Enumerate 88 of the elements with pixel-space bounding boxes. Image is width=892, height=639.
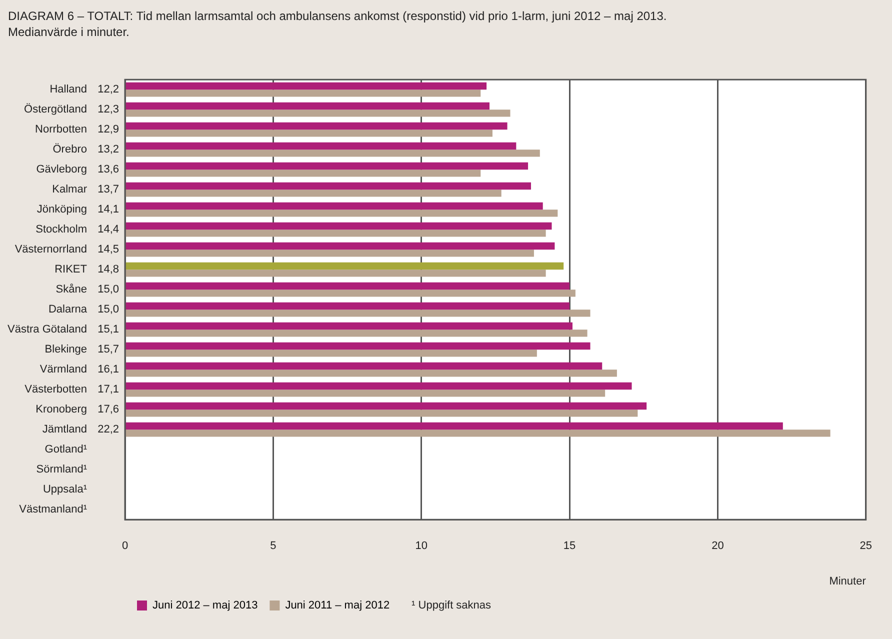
y-tick-label: Gotland¹ [44, 444, 88, 456]
y-tick-label: Uppsala¹ [42, 484, 88, 496]
bar [126, 142, 516, 150]
y-tick-label: Dalarna [48, 304, 88, 316]
bar [126, 110, 510, 117]
y-tick-label: Halland [50, 84, 87, 96]
data-label: 12,2 [98, 84, 119, 96]
chart-title: DIAGRAM 6 – TOTALT: Tid mellan larmsamtal och ambulansens ankomst (responstid) vid prio 1-larm, juni 2012 – maj 2013. [8, 8, 668, 24]
data-label: 12,9 [98, 124, 119, 136]
x-tick-label: 15 [563, 540, 576, 552]
data-label: 12,3 [98, 104, 119, 116]
y-tick-label: Jönköping [36, 204, 87, 216]
y-tick-label: Norrbotten [35, 124, 87, 136]
x-axis-title: Minuter [829, 575, 866, 588]
bar [126, 182, 532, 190]
bar [126, 242, 555, 250]
bar [126, 362, 602, 370]
bar [126, 322, 572, 330]
data-label: 13,6 [98, 164, 119, 176]
bar [126, 82, 487, 90]
bar [126, 122, 508, 130]
data-label: 14,4 [98, 224, 119, 236]
bar [126, 382, 632, 390]
y-tick-label: Skåne [56, 284, 87, 296]
y-tick-label: Gävleborg [36, 164, 87, 176]
y-tick-label: Västernorrland [14, 244, 87, 256]
y-tick-label: Västmanland¹ [19, 504, 88, 516]
x-tick-label: 20 [712, 540, 724, 552]
y-tick-label: Kalmar [52, 184, 88, 196]
bar [126, 170, 481, 177]
y-tick-label: RIKET [54, 264, 88, 276]
bar [126, 342, 590, 350]
y-tick-label: Kronoberg [36, 404, 87, 416]
data-label: 15,0 [98, 284, 119, 296]
y-tick-label: Västra Götaland [8, 324, 87, 336]
x-tick-label: 0 [122, 540, 128, 552]
legend-label: Juni 2012 – maj 2013 [152, 600, 258, 612]
y-tick-label: Jämtland [42, 424, 87, 436]
y-tick-label: Östergötland [24, 102, 87, 116]
data-label: 13,2 [98, 144, 119, 156]
bar [126, 222, 552, 230]
bar [126, 202, 543, 210]
x-tick-label: 10 [415, 540, 428, 552]
bar [126, 250, 534, 257]
bar [126, 330, 588, 337]
data-label: 14,1 [98, 204, 119, 216]
bar [126, 90, 481, 97]
bar [126, 370, 617, 377]
y-tick-label: Sörmland¹ [36, 464, 88, 476]
data-label: 14,5 [98, 244, 119, 256]
bar [126, 410, 638, 417]
text: ¹ Uppgift saknas [412, 600, 492, 612]
y-tick-label: Örebro [52, 142, 87, 156]
data-label: 22,2 [98, 424, 119, 436]
data-label: 14,8 [98, 264, 119, 276]
legend-label: Juni 2011 – maj 2012 [285, 600, 390, 612]
data-label: 17,6 [98, 404, 119, 416]
bar [126, 270, 546, 277]
bar [126, 350, 537, 357]
bar [126, 162, 528, 170]
bar [126, 430, 830, 437]
bar [126, 290, 576, 297]
chart-subtitle: Medianvärde i minuter. [8, 24, 130, 40]
y-tick-label: Blekinge [44, 344, 87, 356]
bar [126, 422, 783, 430]
y-tick-label: Värmland [40, 364, 87, 376]
data-label: 17,1 [98, 384, 119, 396]
data-label: 15,1 [98, 324, 119, 336]
data-label: 16,1 [98, 364, 119, 376]
data-label: 15,0 [98, 304, 119, 316]
bar [126, 302, 570, 310]
bar [126, 102, 490, 110]
bar [126, 310, 590, 317]
bar [126, 210, 558, 217]
bar [126, 150, 540, 157]
data-label: 13,7 [98, 184, 119, 196]
bar [126, 190, 502, 197]
y-tick-label: Stockholm [36, 224, 87, 236]
y-tick-label: Västerbotten [24, 384, 87, 396]
bar [126, 282, 570, 290]
bar [126, 262, 564, 270]
bar [126, 230, 546, 237]
bar [126, 130, 492, 137]
data-label: 15,7 [98, 344, 119, 356]
x-tick-label: 5 [270, 540, 276, 552]
bar [126, 390, 606, 397]
x-tick-label: 25 [860, 540, 872, 552]
bar [126, 402, 647, 410]
